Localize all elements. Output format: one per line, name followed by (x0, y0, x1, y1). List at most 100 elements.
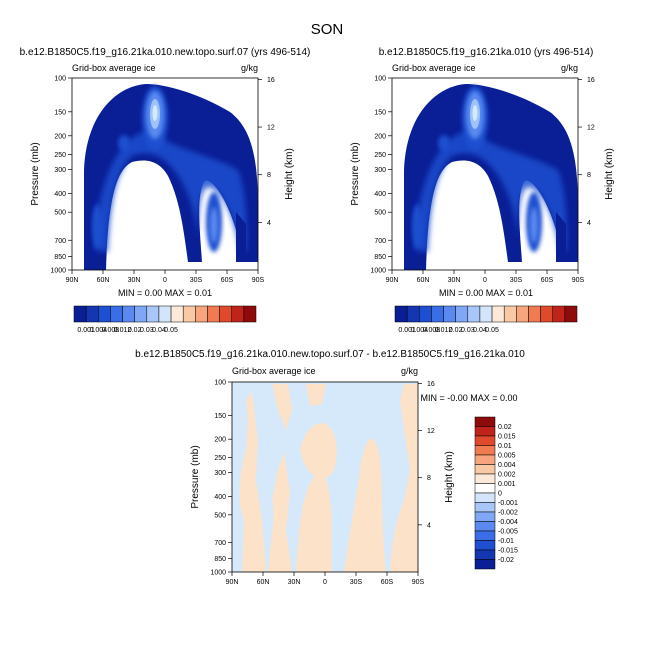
panel-top-left: b.e12.B1850C5.f19_g16.21ka.010.new.topo.… (20, 47, 311, 334)
x-tick-label: 60S (541, 277, 554, 284)
contour-positive-upper (306, 384, 326, 406)
plot-area (72, 78, 258, 270)
colorbar-swatch (73, 305, 87, 323)
colorbar-swatch (219, 305, 232, 323)
contour-negative-east (392, 384, 398, 400)
colorbar-label: 0 (498, 491, 502, 498)
x-tick-label: 60N (97, 277, 110, 284)
colorbar-label: -0.005 (498, 529, 518, 536)
x-tick-label: 0 (323, 579, 327, 586)
y-tick-label: 250 (374, 152, 386, 159)
colorbar-swatch (207, 305, 220, 323)
colorbar-label: 0.02 (449, 327, 463, 334)
x-tick-label: 30N (448, 277, 461, 284)
colorbar-label: 0.001 (77, 327, 95, 334)
colorbar-label: 0.03 (461, 327, 475, 334)
y-axis-title: Pressure (mb) (190, 445, 201, 508)
panel-title: b.e12.B1850C5.f19_g16.21ka.010.new.topo.… (135, 349, 525, 360)
colorbar-swatch (516, 305, 529, 323)
contour-jet-core (472, 105, 478, 121)
colorbar-label: 0.02 (498, 424, 512, 431)
contour-blob-south-inner (530, 207, 538, 243)
y-axis-title: Pressure (mb) (350, 142, 361, 205)
y2-axis-title: Height (km) (284, 148, 295, 200)
colorbar-swatch (146, 305, 160, 323)
x-tick-label: 90S (252, 277, 265, 284)
colorbar-swatch (122, 305, 135, 323)
contour-blob-south-inner (210, 207, 218, 243)
panel-top-right: b.e12.B1850C5.f19_g16.21ka.010 (yrs 496-… (350, 47, 615, 334)
height-tick-label: 8 (587, 172, 591, 179)
x-tick-label: 90S (572, 277, 585, 284)
y-tick-label: 700 (214, 540, 226, 547)
field-label: Grid-box average ice (232, 366, 316, 376)
field-label: Grid-box average ice (72, 63, 156, 73)
y-tick-label: 850 (374, 254, 386, 261)
x-tick-label: 0 (483, 277, 487, 284)
colorbar-swatch (231, 305, 245, 323)
y-tick-label: 850 (214, 556, 226, 563)
x-tick-label: 30S (350, 579, 363, 586)
y-tick-label: 500 (54, 210, 66, 217)
y-tick-label: 150 (54, 109, 66, 116)
y-tick-label: 250 (54, 152, 66, 159)
colorbar-swatch (443, 305, 456, 323)
colorbar-label: 0.015 (498, 434, 516, 441)
plot-area (232, 382, 418, 572)
colorbar-swatch (474, 511, 496, 522)
colorbar-label: 0.002 (498, 472, 516, 479)
panel-title: b.e12.B1850C5.f19_g16.21ka.010.new.topo.… (20, 47, 311, 58)
height-tick-label: 4 (587, 220, 591, 227)
contour-region-mid (95, 132, 247, 252)
y-tick-label: 400 (54, 191, 66, 198)
colorbar: 0.02 0.015 0.01 0.005 0.004 0.002 0.001 0 -0.001… (474, 416, 518, 570)
x-tick-label: 60S (221, 277, 234, 284)
colorbar-swatch (503, 305, 517, 323)
colorbar-swatch (394, 305, 408, 323)
colorbar-label: 0.001 (398, 327, 416, 334)
y-tick-label: 1000 (370, 268, 386, 275)
axes: 90N 60N 30N 0 30S 60S 90S 100 150 200 250 300 400 500… (370, 76, 594, 285)
contour-positive-upper-west (272, 384, 292, 430)
height-tick-label: 16 (587, 77, 595, 84)
contour-region-mid (415, 132, 567, 252)
y-tick-label: 300 (214, 470, 226, 477)
y-tick-label: 150 (214, 413, 226, 420)
contour-region-antarctic (236, 212, 246, 262)
y-tick-label: 200 (214, 437, 226, 444)
colorbar-swatch (467, 305, 481, 323)
height-tick-label: 8 (427, 475, 431, 482)
height-tick-label: 8 (267, 172, 271, 179)
contour-fill-positive (239, 384, 418, 572)
colorbar-label: 0.005 (498, 453, 516, 460)
height-tick-label: 12 (427, 428, 435, 435)
field-label: Grid-box average ice (392, 63, 476, 73)
min-max-label: MIN = 0.00 MAX = 0.01 (439, 288, 533, 298)
colorbar-swatch (406, 305, 420, 323)
colorbar-swatch (474, 502, 496, 513)
colorbar-swatch (474, 540, 496, 551)
colorbar-swatch (474, 426, 496, 437)
units-label: g/kg (401, 366, 418, 376)
contour-fill (404, 84, 578, 270)
colorbar-label: 0.004 (498, 462, 516, 469)
colorbar-swatch (528, 305, 541, 323)
colorbar-label: 0.008 (423, 327, 441, 334)
x-tick-label: 90N (226, 579, 239, 586)
x-tick-label: 60N (417, 277, 430, 284)
x-tick-label: 90N (386, 277, 399, 284)
colorbar-swatch (474, 530, 496, 541)
colorbar-label: 0.012 (435, 327, 453, 334)
colorbar-label: 0.05 (164, 327, 178, 334)
axes: 90N 60N 30N 0 30S 60S 90S 100 150 200 250 300 400 500… (50, 76, 274, 285)
colorbar-swatch (419, 305, 432, 323)
contour-positive-west (239, 392, 266, 572)
x-tick-label: 30N (128, 277, 141, 284)
figure-title: SON (311, 21, 344, 38)
y-tick-label: 1000 (50, 268, 66, 275)
y-tick-label: 700 (54, 238, 66, 245)
height-tick-label: 4 (267, 220, 271, 227)
